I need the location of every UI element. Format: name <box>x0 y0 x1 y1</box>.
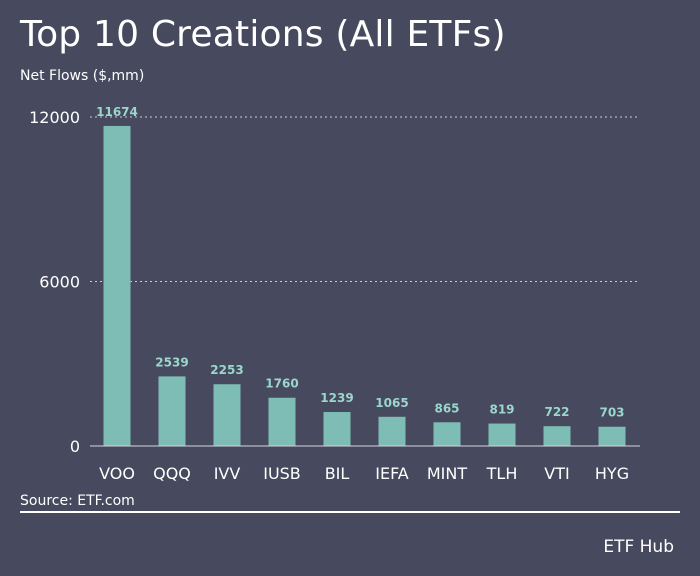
value-label: 865 <box>434 401 459 415</box>
category-label: VOO <box>99 464 135 483</box>
value-label: 1065 <box>375 396 408 410</box>
y-tick-label: 6000 <box>39 273 80 292</box>
category-label: QQQ <box>153 464 191 483</box>
bar-ivv <box>213 384 241 446</box>
category-label: MINT <box>427 464 467 483</box>
footer-divider <box>20 511 680 513</box>
value-label: 11674 <box>96 105 138 119</box>
value-label: 2253 <box>210 363 243 377</box>
category-label: BIL <box>325 464 350 483</box>
chart-title: Top 10 Creations (All ETFs) <box>20 14 506 55</box>
source-note: Source: ETF.com <box>20 493 135 509</box>
value-label: 722 <box>544 405 569 419</box>
bar-chart: 0 6000 12000 11674 VOO 2539 QQQ 2253 IVV 1760 IUSB… <box>29 105 640 483</box>
bar-mint <box>433 422 461 446</box>
category-label: TLH <box>486 464 518 483</box>
bar-vti <box>543 426 571 446</box>
bar-qqq <box>158 376 186 446</box>
category-label: VTI <box>544 464 569 483</box>
value-label: 703 <box>599 406 624 420</box>
value-label: 1239 <box>320 391 353 405</box>
bar-bil <box>323 412 351 446</box>
category-label: HYG <box>595 464 629 483</box>
bar-hyg <box>598 426 626 446</box>
y-tick-label: 12000 <box>29 108 80 127</box>
value-label: 819 <box>489 403 514 417</box>
bar-iefa <box>378 416 406 446</box>
brand-label: ETF Hub <box>603 537 674 557</box>
category-label: IVV <box>214 464 241 483</box>
value-label: 2539 <box>155 355 188 369</box>
y-axis-label: Net Flows ($,mm) <box>20 68 145 84</box>
category-label: IEFA <box>375 464 409 483</box>
bar-voo <box>103 125 131 446</box>
y-tick-label: 0 <box>70 437 80 456</box>
category-label: IUSB <box>263 464 301 483</box>
bar-iusb <box>268 397 296 446</box>
value-label: 1760 <box>265 377 298 391</box>
bar-tlh <box>488 423 516 446</box>
